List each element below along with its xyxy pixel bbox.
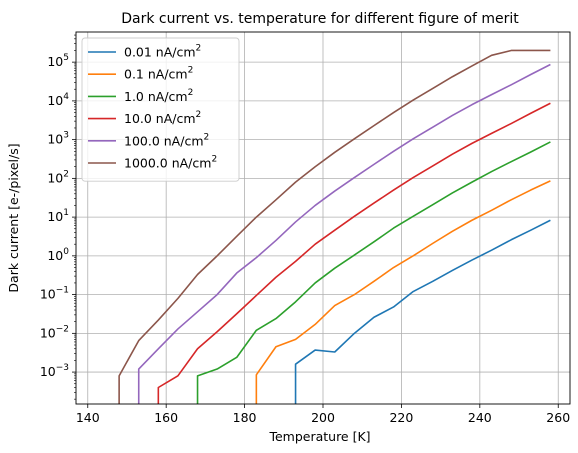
x-axis-ticks: 140 160 180 200 220 240 260 [76,404,570,425]
y-tick-label: 101 [47,208,69,224]
series-line-2 [196,141,551,404]
chart-title: Dark current vs. temperature for differe… [121,11,519,27]
y-tick-exponent: 1 [63,208,69,218]
series-line-0 [294,219,551,404]
series-lines [118,49,551,404]
y-tick-label: 10−3 [40,363,69,379]
legend-label: 0.01 nA/cm [124,45,196,60]
legend-unit-exponent: 2 [211,155,217,165]
legend-label: 100.0 nA/cm [124,133,204,148]
legend-unit-exponent: 2 [204,132,210,142]
y-tick-exponent: −3 [56,363,69,373]
legend-label: 10.0 nA/cm [124,111,196,126]
legend-entry-4: 100.0 nA/cm2 [124,132,209,148]
y-tick-label: 10−1 [40,286,69,302]
x-tick-label: 160 [154,410,178,425]
y-tick-base: 10 [40,325,56,340]
y-tick-exponent: 2 [63,169,69,179]
y-tick-label: 105 [47,53,69,69]
legend-entry-0: 0.01 nA/cm2 [124,44,201,60]
legend-unit-exponent: 2 [196,44,202,54]
x-tick-label: 220 [389,410,413,425]
legend-entry-2: 1.0 nA/cm2 [124,88,193,104]
y-tick-exponent: −1 [56,286,69,296]
x-tick-label: 260 [546,410,570,425]
legend-label: 1.0 nA/cm [124,89,188,104]
y-tick-exponent: 5 [63,53,69,63]
x-tick-label: 200 [311,410,335,425]
y-tick-exponent: 0 [63,247,69,257]
y-tick-label: 102 [47,169,69,185]
series-line-1 [255,180,551,404]
y-tick-base: 10 [47,132,63,147]
legend-label: 0.1 nA/cm [124,67,188,82]
legend-entry-1: 0.1 nA/cm2 [124,66,193,82]
y-axis-label: Dark current [e-/pixel/s] [6,143,21,292]
legend-entry-5: 1000.0 nA/cm2 [124,155,217,171]
legend-unit-exponent: 2 [188,66,194,76]
y-tick-label: 103 [47,131,69,147]
y-tick-base: 10 [40,364,56,379]
legend-box [81,37,240,182]
x-tick-label: 140 [76,410,100,425]
y-tick-base: 10 [47,209,63,224]
y-tick-label: 104 [47,92,69,108]
grid [76,32,570,404]
x-tick-label: 180 [233,410,257,425]
legend-unit-exponent: 2 [196,110,202,120]
x-axis-label: Temperature [K] [268,429,370,444]
y-tick-exponent: −2 [56,324,69,334]
series-line-4 [137,63,551,404]
y-tick-base: 10 [47,93,63,108]
series-line-3 [157,102,551,404]
legend-label: 1000.0 nA/cm [124,156,211,171]
legend-entry-3: 10.0 nA/cm2 [124,110,201,126]
y-tick-base: 10 [47,248,63,263]
y-tick-label: 100 [47,247,69,263]
y-tick-exponent: 4 [63,92,69,102]
y-tick-base: 10 [47,54,63,69]
x-tick-label: 240 [468,410,492,425]
y-tick-exponent: 3 [63,131,69,141]
y-tick-base: 10 [40,287,56,302]
series-line-5 [118,49,551,404]
y-tick-label: 10−2 [40,324,69,340]
y-tick-base: 10 [47,170,63,185]
legend-unit-exponent: 2 [188,88,194,98]
